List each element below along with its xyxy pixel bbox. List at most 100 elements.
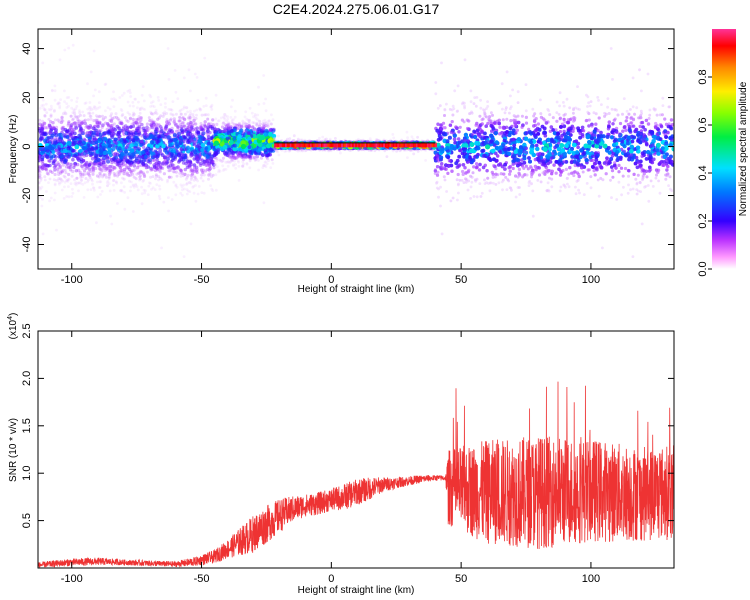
spectrogram-cell bbox=[263, 132, 269, 137]
spectrogram-cell bbox=[156, 96, 160, 99]
spectrogram-cell bbox=[99, 173, 102, 177]
spectrogram-cell bbox=[129, 189, 132, 193]
spectrogram-cell bbox=[226, 115, 230, 119]
spectrogram-cell bbox=[89, 70, 93, 74]
spectrogram-cell bbox=[94, 107, 98, 111]
spectrogram-cell bbox=[391, 149, 395, 153]
spectrogram-cell bbox=[122, 172, 126, 176]
spectrogram-cell bbox=[189, 151, 194, 156]
spectrogram-cell bbox=[135, 122, 139, 126]
spectrogram-cell bbox=[173, 69, 177, 72]
spectrogram-cell bbox=[63, 175, 67, 179]
spectrogram-cell bbox=[111, 117, 115, 121]
spectrogram-cell bbox=[140, 150, 145, 155]
spectrogram-cell bbox=[257, 168, 260, 172]
spectrogram-cell bbox=[73, 121, 77, 125]
spectrogram-cell bbox=[142, 158, 146, 163]
spectrogram-cell bbox=[192, 115, 196, 119]
spectrogram-cell bbox=[39, 178, 43, 182]
spectrogram-cell bbox=[87, 172, 91, 176]
spectrogram-cell bbox=[57, 177, 61, 181]
spectrogram-cell bbox=[245, 117, 249, 121]
spectrogram-cell bbox=[177, 160, 181, 164]
spectrogram-cell bbox=[185, 145, 190, 150]
spectrogram-cell bbox=[65, 102, 69, 105]
spectrogram-cell bbox=[186, 116, 190, 120]
spectrogram-cell bbox=[53, 164, 58, 168]
spectrogram-cell bbox=[54, 140, 58, 145]
spectrogram-cell bbox=[130, 155, 135, 160]
spectrogram-cell bbox=[99, 180, 103, 184]
spectrogram-cell bbox=[174, 170, 178, 174]
spectrogram-cell bbox=[60, 126, 64, 131]
spectrogram-cell bbox=[200, 123, 204, 128]
spectrogram-cell bbox=[156, 117, 160, 121]
spectrogram-cell bbox=[138, 177, 142, 181]
spectrogram-cell bbox=[98, 186, 102, 189]
spectrogram-cell bbox=[144, 165, 149, 169]
spectrogram-cell bbox=[204, 169, 208, 173]
spectrogram-cell bbox=[106, 165, 111, 169]
spectrogram-cell bbox=[101, 156, 106, 161]
spectrogram-cell bbox=[141, 162, 146, 166]
spectrogram-cell bbox=[182, 124, 187, 128]
spectrogram-cell bbox=[167, 175, 171, 179]
spectrogram-cell bbox=[43, 114, 47, 117]
spectrogram-cell bbox=[169, 108, 173, 112]
spectrogram-cell bbox=[105, 156, 110, 160]
spectrogram-cell bbox=[88, 175, 92, 179]
spectrogram-cell bbox=[237, 134, 242, 139]
spectrogram-cell bbox=[70, 130, 75, 135]
spectrogram-cell bbox=[188, 116, 192, 120]
spectrogram-cell bbox=[175, 129, 179, 133]
spectrogram-cell bbox=[214, 173, 218, 177]
spectrogram-cell bbox=[214, 163, 217, 167]
spectrogram-cell bbox=[149, 110, 153, 114]
spectrogram-cell bbox=[219, 116, 223, 120]
spectrogram-cell bbox=[110, 222, 114, 226]
spectrogram-cell bbox=[247, 119, 251, 122]
spectrogram-cell bbox=[188, 159, 192, 164]
spectrogram-cell bbox=[79, 126, 83, 131]
spectrogram-cell bbox=[130, 148, 135, 153]
spectrogram-cell bbox=[155, 168, 160, 172]
spectrogram-cell bbox=[101, 166, 106, 170]
spectrogram-cell bbox=[89, 106, 92, 110]
spectrogram-cell bbox=[74, 169, 79, 173]
spectrogram-cell bbox=[106, 184, 109, 188]
spectrogram-cell bbox=[95, 121, 99, 125]
spectrogram-cell bbox=[178, 167, 182, 171]
spectrogram-cell bbox=[67, 46, 71, 50]
spectrogram-cell bbox=[96, 121, 100, 125]
spectrogram-cell bbox=[145, 170, 149, 174]
spectrogram-cell bbox=[44, 167, 48, 171]
spectrogram-cell bbox=[195, 126, 199, 130]
spectrogram-cell bbox=[79, 175, 83, 179]
spectrogram-cell bbox=[74, 181, 78, 185]
spectrogram-cell bbox=[205, 154, 210, 159]
spectrogram-cell bbox=[73, 108, 76, 112]
spectrogram-cell bbox=[57, 181, 61, 185]
spectrogram-cell bbox=[123, 116, 127, 120]
spectrogram-cell bbox=[114, 115, 119, 119]
spectrogram-cell bbox=[132, 111, 135, 115]
spectrogram-cell bbox=[223, 152, 228, 157]
spectrogram-cell bbox=[49, 113, 53, 117]
spectrogram-cell bbox=[166, 178, 170, 182]
spectrogram-cell bbox=[157, 116, 161, 120]
spectrogram-cell bbox=[148, 118, 152, 123]
spectrogram-cell bbox=[78, 109, 81, 112]
spectrogram-cell bbox=[45, 169, 49, 173]
spectrogram-cell bbox=[96, 106, 100, 110]
spectrogram-cell bbox=[168, 118, 172, 122]
spectrogram-cell bbox=[58, 106, 62, 110]
spectrogram-cell bbox=[100, 125, 104, 129]
spectrogram-cell bbox=[38, 169, 41, 173]
spectrogram-cell bbox=[66, 123, 70, 127]
spectrogram-cell bbox=[58, 182, 61, 186]
spectrogram-cell bbox=[179, 157, 184, 162]
spectrogram-cell bbox=[212, 129, 217, 134]
spectrogram-cell bbox=[181, 121, 185, 125]
spectrogram-cell bbox=[91, 169, 96, 173]
spectrogram-cell bbox=[89, 188, 93, 192]
